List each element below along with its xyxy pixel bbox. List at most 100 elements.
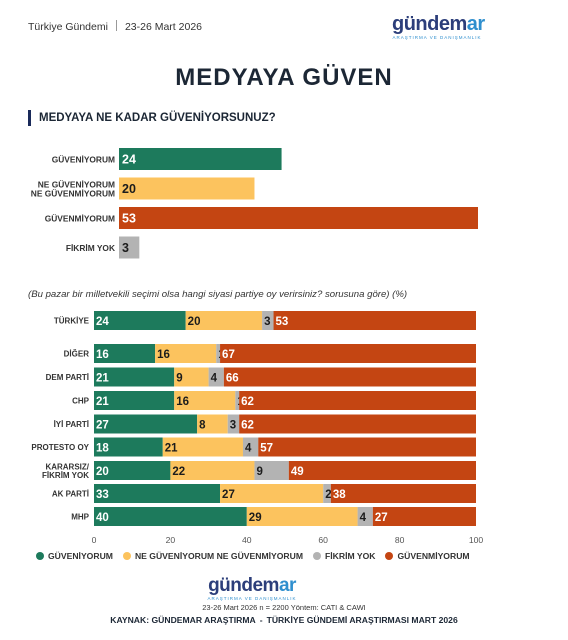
x-tick-60: 60 <box>318 535 328 545</box>
source-dash: - <box>259 615 263 625</box>
footer-logo: gündemar ARAŞTIRMA VE DANIŞMANLIK <box>207 576 297 601</box>
bar-güvenmi-yorum <box>119 207 478 229</box>
survey-info: 23-26 Mart 2026 n = 2200 Yöntem: CATI & … <box>202 603 366 612</box>
question-heading: MEDYAYA NE KADAR GÜVENİYORSUNUZ? <box>28 110 276 126</box>
footer-logo-word-main: gündem <box>208 575 279 596</box>
bar-güveni-yorum <box>119 148 282 170</box>
segment-ak-parti-güvenmi-yorum <box>330 484 476 503</box>
data-label-mhp-güvenmi-yorum: 27 <box>375 512 388 524</box>
bar-ne-güveni-yorum-ne-güvenmi-yorum <box>119 177 255 200</box>
data-label-chp-ne-güveni-yorum-ne-güvenmi-yorum: 16 <box>176 396 189 408</box>
segment-chp-güveni-yorum <box>94 391 175 410</box>
data-label-i-yi-parti-fi-kri-m-yok: 3 <box>230 419 236 431</box>
data-label-dem-parti-güvenmi-yorum: 66 <box>226 372 239 384</box>
row-label-ak-parti: AK PARTİ <box>52 490 89 499</box>
data-label-türki-ye-fi-kri-m-yok: 3 <box>264 316 270 328</box>
x-tick-40: 40 <box>242 535 252 545</box>
segment-mhp-güveni-yorum <box>94 507 247 526</box>
data-label-kararsiz-fi-kri-m-yok-fi-kri-m-yok: 9 <box>256 466 262 478</box>
segment-di-ğer-ne-güveni-yorum-ne-güvenmi-yorum <box>155 344 217 363</box>
data-label-i-yi-parti-güvenmi-yorum: 62 <box>241 419 254 431</box>
segment-protesto-oy-güvenmi-yorum <box>258 437 476 457</box>
data-label-chp-güveni-yorum: 21 <box>96 396 109 408</box>
row-label-chp: CHP <box>72 397 90 406</box>
value-label-fi-kri-m-yok: 3 <box>122 241 129 255</box>
legend-label: GÜVENİYORUM <box>48 551 113 561</box>
segment-dem-parti-güveni-yorum <box>94 367 175 387</box>
data-label-ak-parti-fi-kri-m-yok: 2 <box>325 489 331 501</box>
party-trust-chart: TÜRKİYE2420353DİĞER1616167DEM PARTİ21946… <box>31 311 483 545</box>
category-label-güvenmi-yorum: GÜVENMİYORUM <box>45 213 115 223</box>
segment-kararsiz-fi-kri-m-yok-güveni-yorum <box>94 461 171 480</box>
data-label-türki-ye-ne-güveni-yorum-ne-güvenmi-yorum: 20 <box>188 316 201 328</box>
data-label-ak-parti-güvenmi-yorum: 38 <box>333 489 346 501</box>
logo-word-main: gündem <box>392 13 467 35</box>
legend-label: GÜVENMİYORUM <box>397 551 470 561</box>
value-label-ne-güveni-yorum-ne-güvenmi-yorum: 20 <box>122 182 136 196</box>
legend-swatch <box>313 552 322 560</box>
source-prefix: KAYNAK: GÜNDEMAR ARAŞTIRMA <box>110 615 256 625</box>
segment-dem-parti-fi-kri-m-yok <box>208 367 224 387</box>
data-label-kararsiz-fi-kri-m-yok-ne-güveni-yorum-ne-güvenmi-yorum: 22 <box>172 466 185 478</box>
segment-di-ğer-güvenmi-yorum <box>220 344 476 363</box>
data-label-protesto-oy-güvenmi-yorum: 57 <box>260 442 273 454</box>
segment-kararsiz-fi-kri-m-yok-güvenmi-yorum <box>288 461 476 480</box>
data-label-dem-parti-fi-kri-m-yok: 4 <box>211 372 218 384</box>
segment-türki-ye-güvenmi-yorum <box>273 311 476 330</box>
data-label-di-ğer-ne-güveni-yorum-ne-güvenmi-yorum: 16 <box>157 349 170 361</box>
header-bar: Türkiye Gündemi 23-26 Mart 2026 gündemar … <box>0 0 568 52</box>
row-label-türki-ye: TÜRKİYE <box>54 317 90 326</box>
data-label-i-yi-parti-güveni-yorum: 27 <box>96 419 109 431</box>
segment-dem-parti-güvenmi-yorum <box>223 367 476 387</box>
segment-i-yi-parti-güvenmi-yorum <box>239 414 476 434</box>
data-label-protesto-oy-güveni-yorum: 18 <box>96 442 109 454</box>
category-label-ne-güveni-yorum-ne-güvenmi-yorum: NE GÜVENİYORUM <box>38 179 115 189</box>
category-label-güveni-yorum: GÜVENİYORUM <box>52 154 115 164</box>
category-label-ne-güveni-yorum-ne-güvenmi-yorum: NE GÜVENMİYORUM <box>31 188 115 198</box>
legend-swatch <box>385 552 394 560</box>
legend-label: NE GÜVENİYORUM NE GÜVENMİYORUM <box>134 551 304 561</box>
logo-tagline: ARAŞTIRMA VE DANIŞMANLIK <box>392 35 482 40</box>
data-label-mhp-güveni-yorum: 40 <box>96 512 109 524</box>
segment-mhp-fi-kri-m-yok <box>357 507 373 526</box>
segment-protesto-oy-fi-kri-m-yok <box>242 437 259 457</box>
header-source-label: Türkiye Gündemi <box>28 21 108 33</box>
row-label-di-ğer: DİĞER <box>64 350 90 359</box>
segment-ak-parti-fi-kri-m-yok <box>323 484 331 503</box>
legend-item-ne-güveni-yorum-ne-güvenmi-yorum: NE GÜVENİYORUM NE GÜVENMİYORUM <box>122 549 304 563</box>
row-label-i-yi-parti: İYİ PARTİ <box>54 420 89 429</box>
segment-ak-parti-güveni-yorum <box>94 484 221 503</box>
legend-label: FİKRİM YOK <box>325 551 376 561</box>
footer-logo-tagline: ARAŞTIRMA VE DANIŞMANLIK <box>207 596 297 601</box>
data-label-chp-güvenmi-yorum: 62 <box>241 396 254 408</box>
row-label-mhp: MHP <box>71 513 89 522</box>
chart-legend: GÜVENİYORUM NE GÜVENİYORUM NE GÜVENMİYORU… <box>36 549 470 563</box>
data-label-mhp-fi-kri-m-yok: 4 <box>360 512 367 524</box>
segment-i-yi-parti-ne-güveni-yorum-ne-güvenmi-yorum <box>197 414 228 434</box>
legend-item-güveni-yorum: GÜVENİYORUM <box>36 549 113 563</box>
legend-swatch <box>36 552 44 560</box>
bar-fi-kri-m-yok <box>119 236 140 259</box>
segment-kararsiz-fi-kri-m-yok-ne-güveni-yorum-ne-güvenmi-yorum <box>170 461 255 480</box>
segment-i-yi-parti-güveni-yorum <box>94 414 198 434</box>
row-label-dem-parti: DEM PARTİ <box>46 373 89 382</box>
data-label-di-ğer-güvenmi-yorum: 67 <box>222 349 235 361</box>
value-label-güvenmi-yorum: 53 <box>122 212 136 226</box>
segment-türki-ye-güveni-yorum <box>94 311 186 330</box>
segment-chp-güvenmi-yorum <box>239 391 476 410</box>
x-tick-20: 20 <box>166 535 176 545</box>
data-label-ak-parti-ne-güveni-yorum-ne-güvenmi-yorum: 27 <box>222 489 235 501</box>
category-label-fi-kri-m-yok: FİKRİM YOK <box>66 243 115 253</box>
segment-ak-parti-ne-güveni-yorum-ne-güvenmi-yorum <box>220 484 324 503</box>
legend-item-güvenmi-yorum: GÜVENMİYORUM <box>385 549 470 563</box>
legend-swatch <box>122 552 131 560</box>
x-tick-0: 0 <box>92 535 97 545</box>
segment-dem-parti-ne-güveni-yorum-ne-güvenmi-yorum <box>174 367 209 387</box>
segment-mhp-ne-güveni-yorum-ne-güvenmi-yorum <box>246 507 358 526</box>
segment-chp-fi-kri-m-yok <box>235 391 240 410</box>
row-label-protesto-oy: PROTESTO OY <box>31 443 89 452</box>
segment-türki-ye-ne-güveni-yorum-ne-güvenmi-yorum <box>185 311 263 330</box>
data-label-kararsiz-fi-kri-m-yok-güvenmi-yorum: 49 <box>291 466 304 478</box>
segment-türki-ye-fi-kri-m-yok <box>262 311 274 330</box>
row-label-kararsiz-fi-kri-m-yok: FİKRİM YOK <box>42 471 89 480</box>
